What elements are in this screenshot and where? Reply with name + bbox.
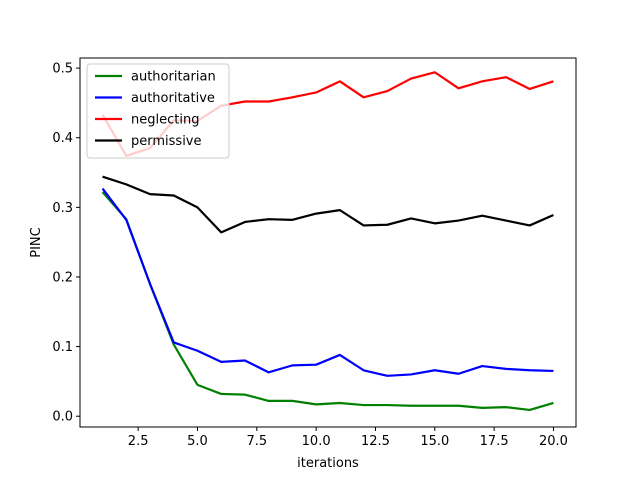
y-tick-label: 0.0: [52, 410, 73, 425]
series-line-permissive: [102, 175, 554, 234]
x-axis-label: iterations: [297, 456, 359, 471]
x-axis: 2.5 5.0 7.5 10.0 12.5 15.0 17.5 20.0: [128, 427, 568, 449]
y-tick-label: 0.5: [52, 62, 73, 77]
y-tick-label: 0.1: [52, 340, 73, 355]
x-tick-label: 7.5: [246, 434, 267, 449]
legend-label-permissive: permissive: [131, 134, 202, 149]
legend-label-neglecting: neglecting: [131, 113, 199, 128]
series-line-authoritative: [101, 187, 554, 377]
y-axis-label: PINC: [29, 227, 44, 257]
x-tick-label: 15.0: [420, 434, 449, 449]
x-tick-label: 20.0: [539, 434, 568, 449]
legend-label-authoritarian: authoritarian: [131, 70, 216, 85]
x-tick-label: 2.5: [128, 434, 149, 449]
y-tick-label: 0.3: [52, 201, 73, 216]
y-tick-label: 0.4: [52, 131, 73, 146]
legend-label-authoritative: authoritative: [131, 91, 215, 106]
series-line-authoritarian: [101, 191, 554, 412]
x-tick-label: 12.5: [361, 434, 390, 449]
x-tick-label: 17.5: [480, 434, 509, 449]
legend: authoritarian authoritative neglecting perm…: [86, 63, 230, 159]
y-tick-label: 0.2: [52, 270, 73, 285]
x-tick-label: 5.0: [187, 434, 208, 449]
legend-box: [86, 63, 230, 159]
plot-frame: [79, 57, 577, 428]
y-axis: 0.0 0.1 0.2 0.3 0.4 0.5: [52, 62, 80, 425]
x-tick-label: 10.0: [302, 434, 331, 449]
